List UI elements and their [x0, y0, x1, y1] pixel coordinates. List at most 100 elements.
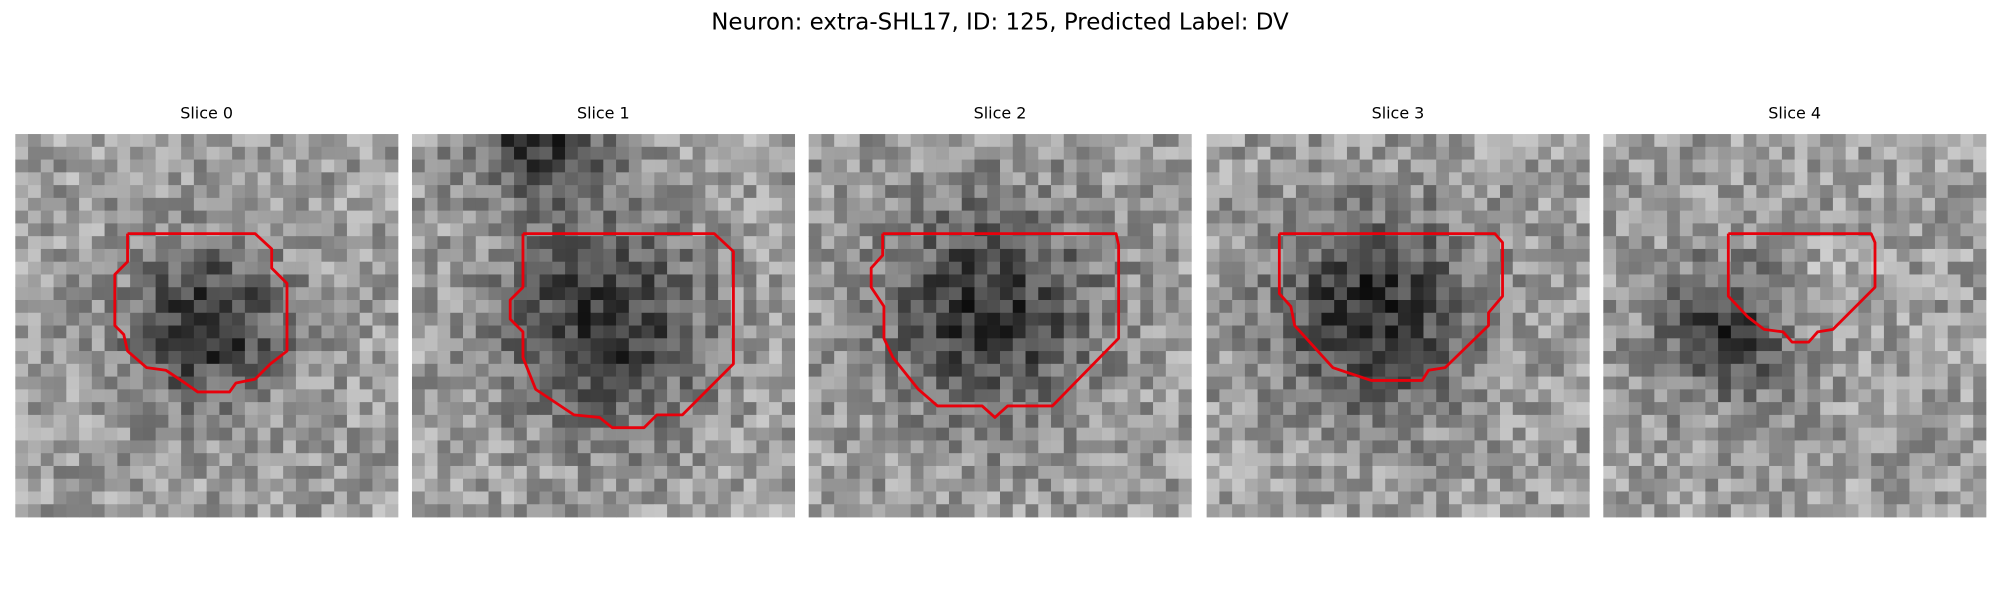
pixel: [692, 402, 706, 416]
pixel: [1667, 312, 1681, 326]
pixel: [1512, 261, 1526, 275]
pixel: [628, 338, 642, 352]
pixel: [885, 159, 899, 173]
pixel: [1973, 185, 1987, 199]
pixel: [283, 363, 297, 377]
pixel: [654, 453, 668, 467]
pixel: [475, 146, 489, 160]
pixel: [834, 172, 848, 186]
pixel: [1500, 351, 1514, 365]
pixel: [1153, 376, 1167, 390]
pixel: [1295, 248, 1310, 263]
pixel: [1973, 134, 1987, 148]
pixel: [1076, 427, 1090, 441]
pixel: [859, 402, 873, 416]
slice-image: [808, 134, 1192, 518]
pixel: [1359, 287, 1373, 301]
pixel: [1628, 465, 1642, 480]
pixel: [705, 427, 719, 441]
pixel: [654, 274, 668, 288]
pixel: [1127, 338, 1141, 352]
pixel: [411, 465, 426, 480]
pixel: [424, 197, 438, 212]
pixel: [1038, 363, 1052, 377]
pixel: [40, 325, 54, 339]
pixel: [1692, 159, 1706, 173]
pixel: [654, 478, 668, 492]
pixel: [590, 300, 604, 314]
pixel: [1730, 504, 1745, 518]
pixel: [872, 134, 886, 148]
pixel: [1012, 236, 1026, 250]
pixel: [1178, 453, 1192, 467]
pixel: [334, 478, 348, 492]
pixel: [1038, 312, 1052, 326]
pixel: [781, 376, 796, 390]
pixel: [808, 197, 822, 212]
pixel: [1436, 274, 1450, 288]
pixel: [1346, 261, 1361, 275]
pixel: [1448, 146, 1463, 160]
pixel: [1628, 261, 1642, 275]
pixel: [1794, 440, 1808, 454]
pixel: [270, 300, 284, 314]
pixel: [526, 185, 540, 199]
pixel: [1551, 134, 1565, 148]
pixel: [193, 134, 208, 148]
pixel: [15, 159, 29, 173]
pixel: [1410, 210, 1424, 224]
pixel: [1257, 338, 1271, 352]
pixel: [1603, 402, 1617, 416]
pixel: [321, 185, 335, 199]
pixel: [1576, 414, 1590, 429]
pixel: [1487, 427, 1501, 441]
pixel: [667, 134, 681, 148]
pixel: [1641, 402, 1655, 416]
slice-title: Slice 0: [180, 104, 233, 123]
pixel: [1346, 325, 1361, 339]
pixel: [1474, 261, 1488, 275]
pixel: [1038, 338, 1052, 352]
pixel: [142, 236, 156, 250]
pixel: [1038, 504, 1052, 518]
pixel: [79, 402, 93, 416]
pixel: [1219, 287, 1233, 301]
pixel: [1922, 210, 1936, 224]
pixel: [1845, 325, 1859, 339]
pixel: [1178, 325, 1192, 339]
pixel: [257, 414, 271, 429]
pixel: [885, 389, 899, 403]
pixel: [1654, 223, 1668, 237]
pixel: [1038, 376, 1052, 390]
pixel: [1667, 465, 1681, 480]
pixel: [359, 300, 373, 314]
pixel: [987, 491, 1001, 505]
pixel: [334, 389, 348, 403]
pixel: [346, 389, 361, 403]
pixel: [181, 172, 195, 186]
pixel: [130, 134, 144, 148]
pixel: [1973, 478, 1987, 492]
pixel: [1153, 197, 1167, 212]
pixel: [577, 287, 591, 301]
pixel: [181, 491, 195, 505]
pixel: [53, 236, 67, 250]
pixel: [104, 248, 118, 263]
pixel: [679, 414, 693, 429]
pixel: [1321, 376, 1335, 390]
pixel: [1270, 389, 1284, 403]
pixel: [1206, 491, 1220, 505]
pixel: [1934, 261, 1949, 275]
pixel: [424, 376, 438, 390]
pixel: [1089, 236, 1103, 250]
pixel: [295, 274, 310, 288]
pixel: [1051, 300, 1065, 314]
pixel: [1165, 172, 1179, 186]
pixel: [692, 159, 706, 173]
pixel: [283, 146, 297, 160]
pixel: [334, 134, 348, 148]
pixel: [1896, 185, 1910, 199]
pixel: [628, 185, 642, 199]
pixel: [1114, 504, 1128, 518]
pixel: [1756, 338, 1770, 352]
